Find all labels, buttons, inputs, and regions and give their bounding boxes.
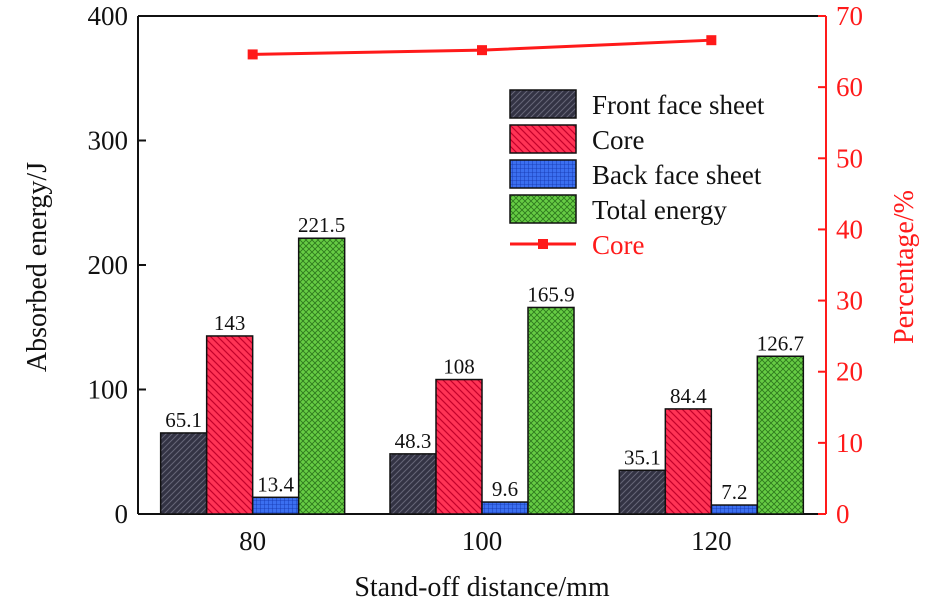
bar-total-energy: [756, 355, 805, 515]
bar-core: [435, 378, 483, 515]
legend-label: Core: [592, 125, 645, 155]
bar-value-label: 35.1: [624, 445, 661, 469]
bar-back-face-sheet: [481, 501, 529, 515]
bar-core: [205, 335, 254, 515]
line-series: [247, 35, 717, 60]
bar-value-label: 143: [214, 311, 246, 335]
bar-value-label: 7.2: [721, 480, 747, 504]
bar-value-label: 13.4: [257, 472, 294, 496]
y2-tick-label: 0: [836, 499, 850, 529]
bar-value-label: 108: [443, 355, 475, 379]
data-labels: 65.1 48.3 35.1 143 108 84.4 13.4 9.6 7.2 221.5 165…: [165, 213, 804, 504]
bar-front-face-sheet: [389, 453, 437, 515]
legend-swatch: [509, 194, 577, 224]
legend-label: Total energy: [592, 195, 727, 225]
y-tick-label: 200: [88, 250, 129, 280]
core-percentage-marker: [706, 35, 717, 46]
legend-swatch: [509, 159, 577, 189]
bar-value-label: 84.4: [670, 384, 707, 408]
legend: Front face sheet Core Back face sheet Total…: [509, 89, 765, 260]
bar-front-face-sheet: [618, 469, 667, 515]
core-percentage-marker: [247, 49, 258, 60]
y2-tick-label: 60: [836, 72, 863, 102]
legend-swatch: [509, 124, 577, 154]
legend-line-marker: [538, 239, 548, 249]
y2-tick-label: 30: [836, 286, 863, 316]
y2-tick-label: 40: [836, 214, 863, 244]
y-tick-label: 0: [115, 499, 129, 529]
y2-tick-label: 70: [836, 1, 863, 31]
x-tick-label: 120: [691, 526, 732, 556]
right-axis: 0 10 20 30 40 50 60 70: [818, 1, 863, 529]
y2-tick-label: 50: [836, 143, 863, 173]
legend-swatch: [509, 89, 577, 119]
x-tick-label: 100: [462, 526, 503, 556]
bar-total-energy: [527, 306, 575, 515]
bar-value-label: 221.5: [298, 213, 345, 237]
bar-front-face-sheet: [159, 432, 208, 515]
bar-value-label: 165.9: [527, 282, 574, 306]
y-tick-label: 400: [88, 1, 129, 31]
bar-core: [664, 408, 713, 515]
left-axis: 0 100 200 300 400: [88, 1, 146, 529]
y2-axis-title: Percentage/%: [889, 190, 920, 344]
bars: [159, 237, 805, 515]
y2-tick-label: 20: [836, 357, 863, 387]
y-tick-label: 300: [88, 126, 129, 156]
bar-value-label: 126.7: [757, 331, 804, 355]
bar-value-label: 48.3: [395, 429, 432, 453]
bar-back-face-sheet: [251, 496, 300, 515]
bar-back-face-sheet: [710, 504, 759, 515]
y-tick-label: 100: [88, 375, 129, 405]
y-axis-title: Absorbed energy/J: [22, 162, 53, 372]
core-percentage-marker: [477, 45, 487, 56]
legend-label: Core: [592, 230, 645, 260]
x-axis-title: Stand-off distance/mm: [354, 572, 610, 603]
x-tick-label: 80: [239, 526, 266, 556]
bar-value-label: 65.1: [165, 408, 202, 432]
legend-label: Front face sheet: [592, 90, 765, 120]
y2-tick-label: 10: [836, 428, 863, 458]
bar-total-energy: [297, 237, 346, 515]
bar-value-label: 9.6: [492, 477, 518, 501]
legend-label: Back face sheet: [592, 160, 762, 190]
